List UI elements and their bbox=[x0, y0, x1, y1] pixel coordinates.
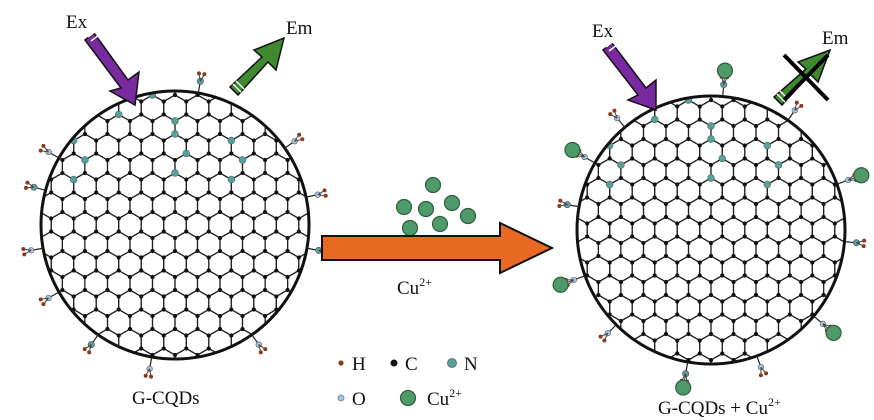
nitrogen-icon bbox=[447, 358, 457, 368]
right-excitation-arrow bbox=[601, 40, 657, 112]
svg-text:C: C bbox=[405, 354, 418, 375]
left-excitation-arrow bbox=[83, 30, 140, 107]
copper-ion-icon bbox=[399, 389, 417, 407]
svg-text:H: H bbox=[352, 354, 366, 375]
left-emission-label: Em bbox=[286, 18, 313, 39]
hydrogen-icon bbox=[338, 360, 344, 366]
svg-text:N: N bbox=[464, 354, 478, 375]
left-emission-arrow bbox=[228, 36, 286, 97]
left-graphene-lattice bbox=[41, 91, 309, 359]
legend-item-c: C bbox=[390, 354, 418, 375]
right-graphene-lattice bbox=[577, 96, 845, 364]
copper-ion-cluster bbox=[395, 176, 477, 237]
legend-item-h: H bbox=[338, 354, 366, 375]
right-emission-label: Em bbox=[822, 28, 849, 49]
svg-text:Cu2+: Cu2+ bbox=[427, 386, 462, 410]
svg-text:O: O bbox=[352, 389, 366, 410]
legend-item-o: O bbox=[337, 389, 366, 410]
legend-item-cu: Cu2+ bbox=[399, 386, 462, 410]
right-dot-caption: G-CQDs + Cu2+ bbox=[658, 395, 781, 419]
quench-cross-icon bbox=[782, 53, 830, 102]
right-emission-arrow bbox=[772, 48, 832, 107]
legend: H C N O Cu2+ bbox=[337, 354, 478, 410]
legend-item-n: N bbox=[447, 354, 478, 375]
left-dot-outline bbox=[39, 89, 311, 361]
reaction-label: Cu2+ bbox=[397, 275, 432, 299]
left-excitation-label: Ex bbox=[66, 12, 88, 33]
left-carbon-dot bbox=[21, 71, 329, 379]
carbon-icon bbox=[390, 359, 398, 367]
right-excitation-label: Ex bbox=[592, 21, 614, 42]
right-carbon-dot bbox=[552, 62, 870, 396]
reaction-arrow bbox=[321, 221, 555, 275]
right-dot-outline bbox=[575, 94, 847, 366]
right-functional-groups bbox=[552, 62, 870, 396]
oxygen-icon bbox=[337, 394, 345, 402]
left-dot-caption: G-CQDs bbox=[132, 388, 200, 409]
